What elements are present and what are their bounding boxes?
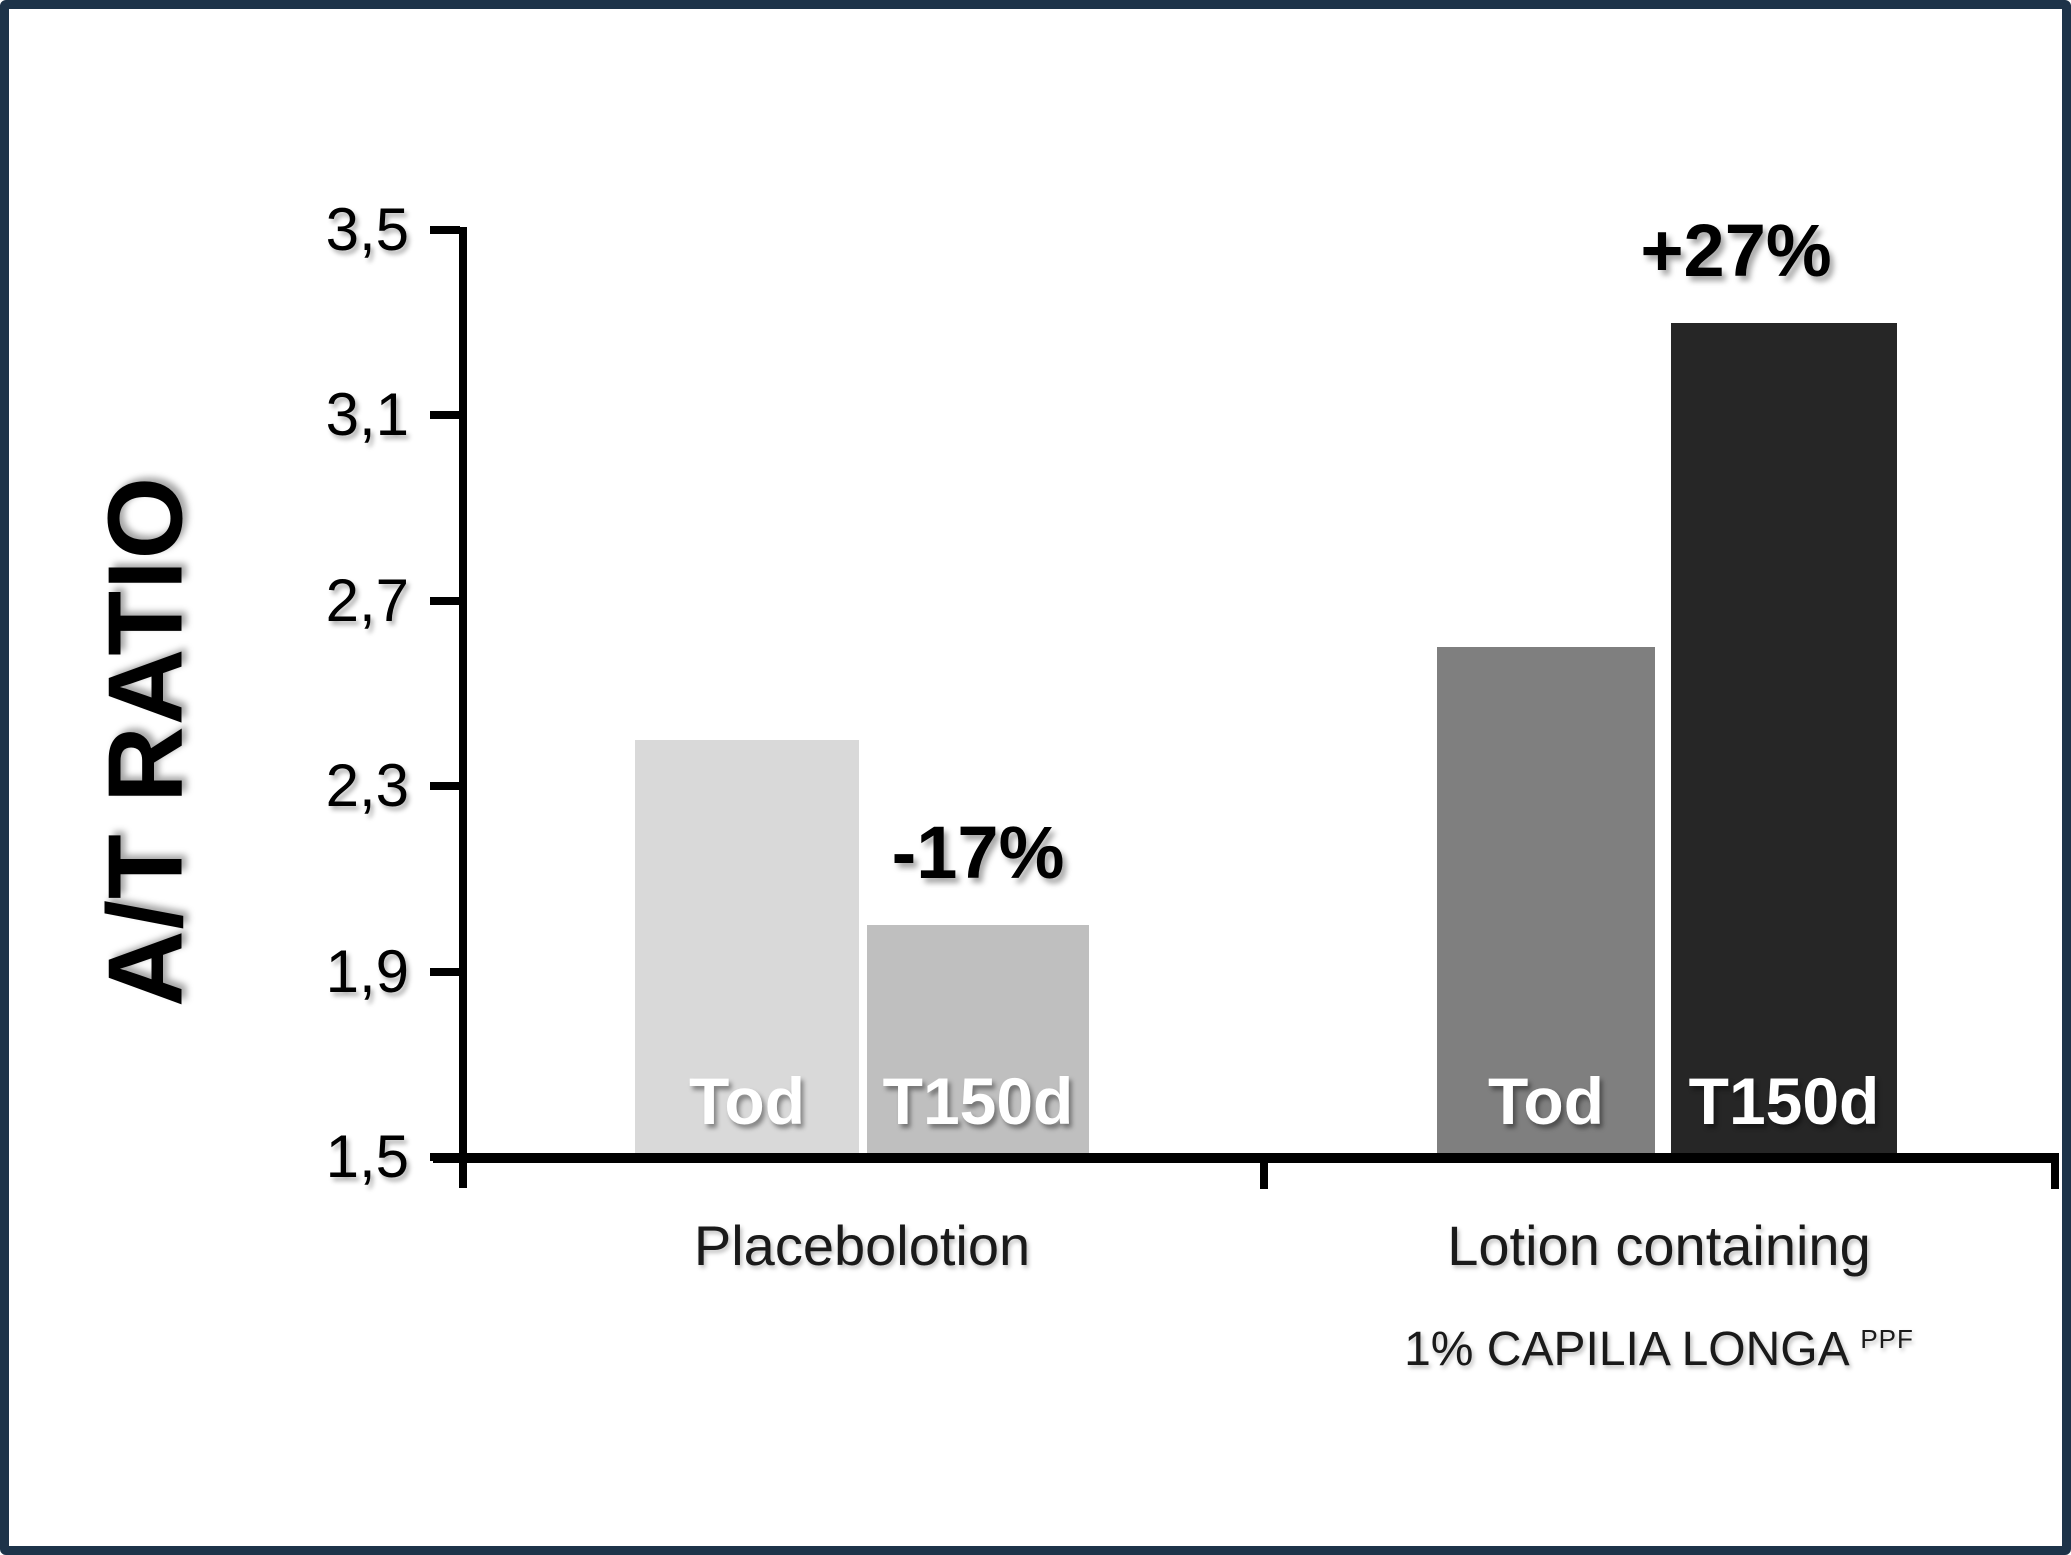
y-axis-tick	[430, 967, 460, 976]
group-label: Lotion containing 1% CAPILIA LONGA PPF	[1209, 1209, 2062, 1380]
bar: T150d	[867, 925, 1089, 1153]
bar: Tod	[635, 739, 859, 1153]
y-axis-tick-label: 3,5	[325, 196, 409, 263]
group-label-line1: Placebolotion	[693, 1214, 1031, 1277]
bar-label: T150d	[882, 1064, 1074, 1138]
x-axis-end-tick	[2051, 1153, 2059, 1189]
group-divider-tick	[1260, 1153, 1268, 1189]
group-label: Placebolotion	[412, 1209, 1312, 1283]
bar: Tod	[1437, 647, 1655, 1153]
bar: T150d	[1671, 322, 1897, 1153]
y-axis-tick-label: 3,1	[325, 381, 409, 449]
x-axis-line	[433, 1153, 2059, 1163]
y-axis-tick	[430, 596, 460, 605]
bar-annotation: -17%	[891, 811, 1065, 895]
y-axis-tick	[430, 1153, 460, 1161]
bar-label: Tod	[688, 1063, 806, 1138]
y-axis-tick-label: 2,7	[325, 566, 409, 634]
y-axis-title: A/T RATIO	[86, 475, 205, 1008]
y-axis-tick	[430, 782, 460, 791]
bar-annotation: +27%	[1640, 208, 1832, 292]
group-label-line2: 1% CAPILIA LONGA PPF	[1404, 1323, 1914, 1376]
group-label-line1: Lotion containing	[1447, 1214, 1871, 1277]
y-axis-tick	[430, 226, 460, 234]
bar-label: Tod	[1487, 1063, 1605, 1138]
bar-label: T150d	[1688, 1063, 1880, 1138]
y-axis-tick-label: 2,3	[325, 752, 409, 820]
y-axis-tick	[430, 411, 460, 420]
y-axis-tick-label: 1,9	[325, 937, 409, 1005]
group-label-superscript: PPF	[1860, 1324, 1914, 1354]
y-axis-tick-label: 1,5	[325, 1123, 409, 1190]
y-axis-line	[459, 227, 467, 1188]
